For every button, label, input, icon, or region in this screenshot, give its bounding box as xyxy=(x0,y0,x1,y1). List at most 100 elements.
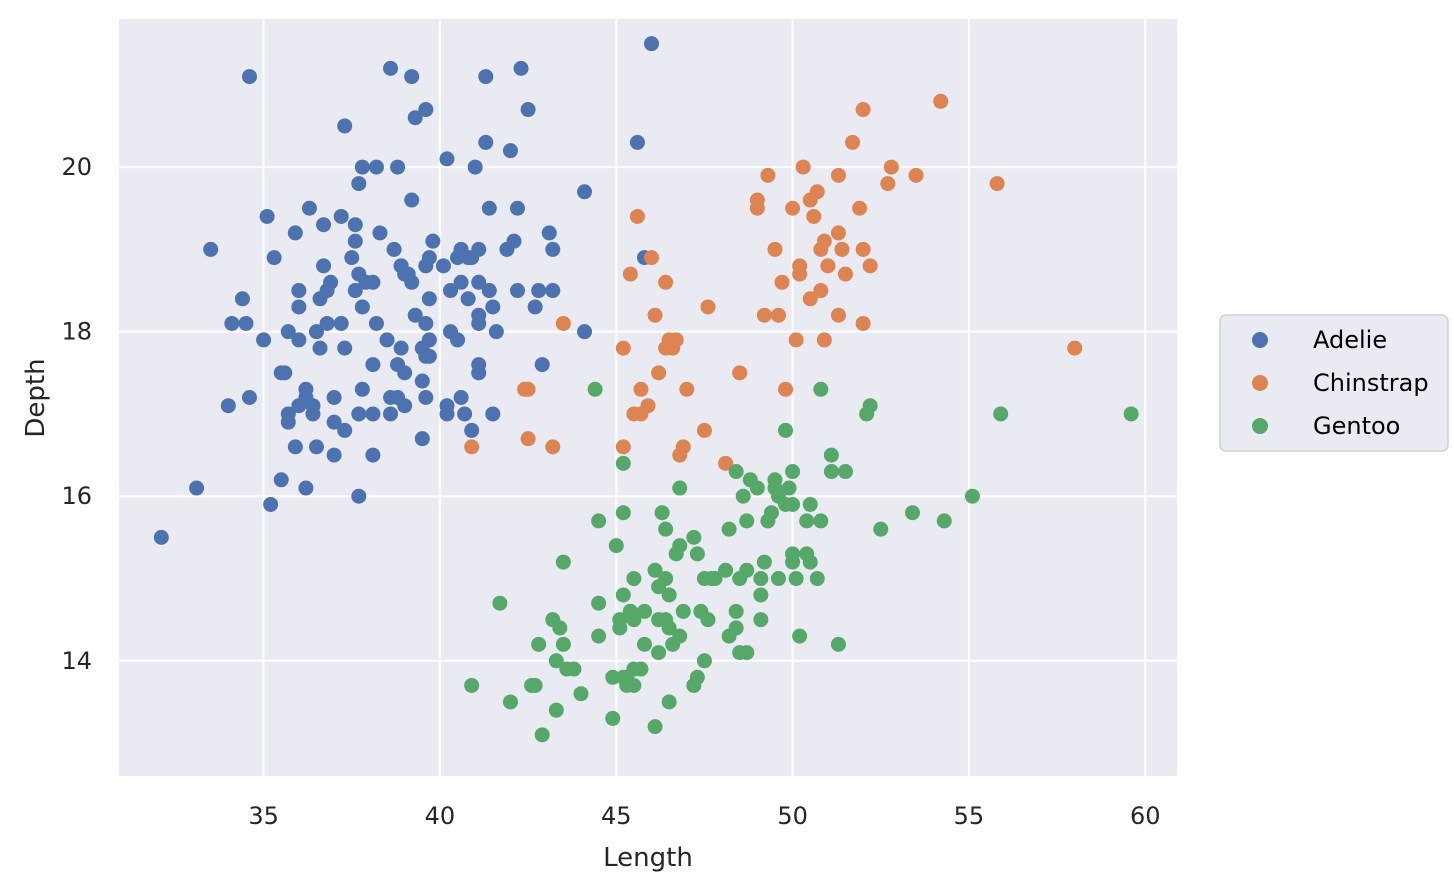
point-adelie xyxy=(418,102,434,118)
point-gentoo xyxy=(862,398,878,414)
point-gentoo xyxy=(555,636,571,652)
legend-label-chinstrap: Chinstrap xyxy=(1313,369,1429,397)
point-chinstrap xyxy=(640,398,656,414)
point-gentoo xyxy=(830,636,846,652)
point-gentoo xyxy=(534,727,550,743)
point-adelie xyxy=(414,373,430,389)
point-gentoo xyxy=(661,694,677,710)
point-chinstrap xyxy=(830,225,846,241)
point-adelie xyxy=(220,398,236,414)
point-adelie xyxy=(333,315,349,331)
point-adelie xyxy=(404,192,420,208)
point-gentoo xyxy=(636,636,652,652)
series-chinstrap xyxy=(464,93,1083,471)
point-chinstrap xyxy=(816,332,832,348)
point-gentoo xyxy=(587,381,603,397)
point-adelie xyxy=(513,60,529,76)
point-gentoo xyxy=(591,595,607,611)
point-adelie xyxy=(305,406,321,422)
point-adelie xyxy=(298,480,314,496)
point-gentoo xyxy=(658,571,674,587)
point-gentoo xyxy=(464,677,480,693)
point-gentoo xyxy=(591,513,607,529)
point-adelie xyxy=(485,406,501,422)
point-adelie xyxy=(404,69,420,85)
point-gentoo xyxy=(728,603,744,619)
point-gentoo xyxy=(696,653,712,669)
y-tick-label: 20 xyxy=(61,153,92,181)
point-chinstrap xyxy=(520,381,536,397)
x-tick-label: 35 xyxy=(248,802,279,830)
point-chinstrap xyxy=(718,455,734,471)
point-gentoo xyxy=(993,406,1009,422)
point-gentoo xyxy=(792,628,808,644)
point-adelie xyxy=(291,283,307,299)
point-chinstrap xyxy=(622,266,638,282)
point-adelie xyxy=(241,390,257,405)
legend-label-gentoo: Gentoo xyxy=(1313,412,1400,440)
point-gentoo xyxy=(700,612,716,628)
point-gentoo xyxy=(626,677,642,693)
point-chinstrap xyxy=(633,381,649,397)
point-gentoo xyxy=(785,464,801,480)
point-chinstrap xyxy=(788,332,804,348)
y-axis-title: Depth xyxy=(21,358,51,437)
point-chinstrap xyxy=(852,200,868,216)
point-gentoo xyxy=(661,620,677,636)
point-chinstrap xyxy=(696,422,712,438)
point-gentoo xyxy=(661,587,677,603)
point-gentoo xyxy=(636,603,652,619)
point-adelie xyxy=(344,250,360,266)
point-adelie xyxy=(397,365,413,381)
series-gentoo xyxy=(464,381,1139,743)
point-gentoo xyxy=(531,636,547,652)
point-chinstrap xyxy=(756,307,772,323)
point-chinstrap xyxy=(658,274,674,290)
point-chinstrap xyxy=(802,291,818,307)
point-adelie xyxy=(365,274,381,290)
point-adelie xyxy=(326,390,342,405)
point-adelie xyxy=(256,332,272,348)
point-gentoo xyxy=(873,521,889,537)
point-gentoo xyxy=(721,521,737,537)
y-tick-labels: 14 16 18 20 xyxy=(61,153,92,675)
point-chinstrap xyxy=(732,365,748,381)
point-chinstrap xyxy=(520,431,536,447)
point-adelie xyxy=(316,217,332,233)
point-gentoo xyxy=(527,677,543,693)
point-chinstrap xyxy=(629,208,645,224)
point-adelie xyxy=(234,291,250,307)
point-chinstrap xyxy=(989,176,1005,192)
point-gentoo xyxy=(552,620,568,636)
point-adelie xyxy=(577,184,593,200)
point-gentoo xyxy=(788,571,804,587)
point-adelie xyxy=(386,241,402,257)
point-gentoo xyxy=(802,554,818,570)
point-gentoo xyxy=(767,472,783,488)
y-tick-label: 18 xyxy=(61,318,92,346)
point-adelie xyxy=(520,102,536,118)
point-chinstrap xyxy=(883,159,899,175)
point-gentoo xyxy=(566,661,582,677)
point-adelie xyxy=(347,217,363,233)
point-chinstrap xyxy=(785,200,801,216)
x-tick-label: 50 xyxy=(777,802,808,830)
point-gentoo xyxy=(492,595,508,611)
point-adelie xyxy=(467,159,483,175)
point-adelie xyxy=(312,340,328,356)
point-gentoo xyxy=(770,571,786,587)
x-tick-label: 40 xyxy=(425,802,456,830)
point-adelie xyxy=(478,69,494,85)
x-axis-title: Length xyxy=(603,843,693,873)
point-adelie xyxy=(471,357,487,373)
point-gentoo xyxy=(647,719,663,735)
point-adelie xyxy=(238,315,254,331)
point-chinstrap xyxy=(855,315,871,331)
x-tick-label: 55 xyxy=(954,802,985,830)
point-adelie xyxy=(308,324,324,340)
point-adelie xyxy=(397,398,413,414)
point-gentoo xyxy=(905,505,920,521)
point-adelie xyxy=(263,496,279,512)
point-gentoo xyxy=(548,702,564,718)
